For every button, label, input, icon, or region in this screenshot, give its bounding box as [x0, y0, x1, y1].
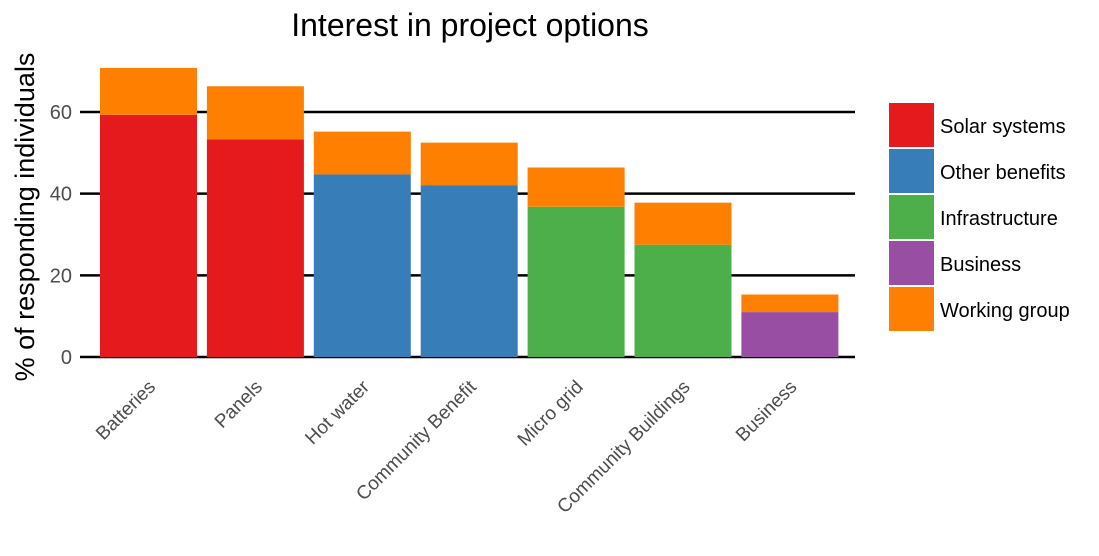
bar-working-group — [313, 131, 411, 175]
legend: Solar systems Other benefits Infrastructur… — [889, 103, 1070, 331]
x-tick-label: Micro grid — [514, 377, 588, 451]
bar-working-group — [206, 86, 304, 140]
bar-solar-systems — [206, 139, 304, 357]
bar-other-benefits — [313, 174, 411, 357]
bars — [100, 67, 839, 357]
y-tick-label: 0 — [61, 347, 72, 369]
x-tick-label: Panels — [211, 377, 267, 433]
legend-swatch — [889, 195, 934, 239]
bar-solar-systems — [100, 114, 197, 357]
legend-swatch — [889, 287, 934, 331]
bar-working-group — [634, 202, 732, 245]
bar-infrastructure — [527, 206, 625, 357]
bar-working-group — [741, 294, 839, 313]
x-tick-label: Business — [732, 377, 801, 446]
legend-swatch — [889, 103, 934, 147]
bar-working-group — [527, 167, 625, 207]
y-tick-label: 40 — [50, 184, 72, 206]
y-tick-label: 60 — [50, 102, 72, 124]
bar-working-group — [100, 67, 197, 115]
chart-title: Interest in project options — [291, 7, 649, 43]
legend-label: Solar systems — [940, 116, 1066, 138]
legend-label: Infrastructure — [940, 208, 1058, 230]
x-tick-label: Hot water — [301, 376, 374, 449]
x-tick-label: Community Benefit — [352, 376, 481, 505]
legend-label: Working group — [940, 300, 1070, 322]
y-tick-label: 20 — [50, 265, 72, 287]
bar-working-group — [420, 142, 518, 186]
y-tick-labels: 0 20 40 60 — [50, 102, 72, 369]
x-tick-label: Batteries — [92, 377, 160, 445]
bar-infrastructure — [634, 244, 732, 357]
legend-label: Business — [940, 254, 1021, 276]
legend-swatch — [889, 149, 934, 193]
legend-swatch — [889, 241, 934, 285]
y-axis-label: % of responding individuals — [10, 53, 40, 382]
bar-other-benefits — [420, 185, 518, 357]
bar-business — [741, 312, 839, 357]
legend-label: Other benefits — [940, 162, 1066, 184]
